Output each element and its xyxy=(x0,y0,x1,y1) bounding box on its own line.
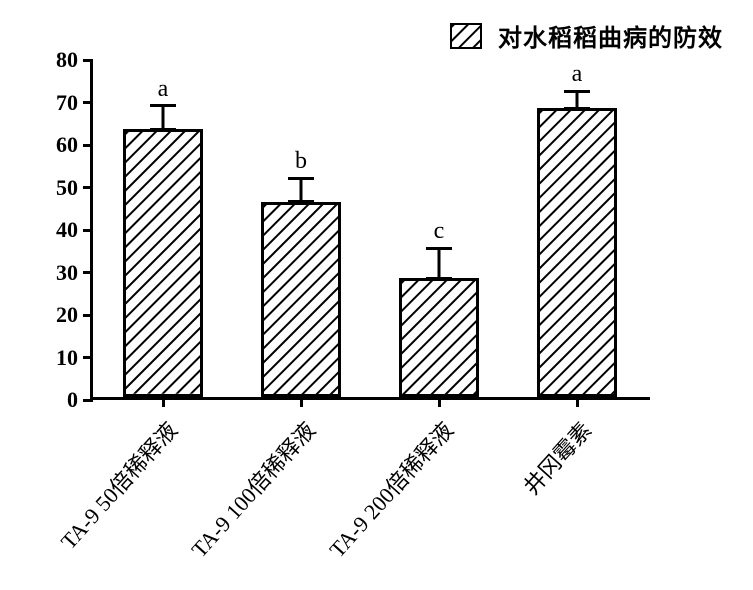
bar-slot: a xyxy=(123,57,203,397)
y-tick xyxy=(83,399,93,402)
x-tick xyxy=(162,397,165,407)
error-bar xyxy=(438,248,441,278)
y-tick xyxy=(83,186,93,189)
error-cap xyxy=(564,107,590,110)
y-tick-label: 10 xyxy=(28,345,78,371)
error-cap xyxy=(426,247,452,250)
error-bar xyxy=(576,91,579,108)
y-tick xyxy=(83,314,93,317)
x-tick-label: TA-9 50倍稀释液 xyxy=(26,414,184,584)
hatch-fill xyxy=(402,281,476,394)
x-tick-label: TA-9 100倍稀释液 xyxy=(164,414,322,584)
y-tick xyxy=(83,271,93,274)
significance-label: a xyxy=(123,76,203,103)
legend-swatch xyxy=(450,23,482,49)
chart-plot: abca 01020304050607080TA-9 50倍稀释液TA-9 10… xyxy=(90,60,650,400)
x-tick xyxy=(300,397,303,407)
error-bar xyxy=(300,178,303,201)
y-tick xyxy=(83,144,93,147)
x-tick xyxy=(438,397,441,407)
plot-area: a b c a xyxy=(90,60,650,400)
x-tick-label: 井冈霉素 xyxy=(440,414,598,584)
y-tick xyxy=(83,229,93,232)
x-tick xyxy=(576,397,579,407)
significance-label: b xyxy=(261,148,341,175)
y-tick-label: 40 xyxy=(28,217,78,243)
hatch-fill xyxy=(126,132,200,394)
y-tick-label: 80 xyxy=(28,47,78,73)
legend-label: 对水稻稻曲病的防效 xyxy=(498,18,723,53)
y-tick-label: 70 xyxy=(28,90,78,116)
bar xyxy=(399,278,479,397)
error-cap xyxy=(288,200,314,203)
y-tick xyxy=(83,356,93,359)
bar xyxy=(123,129,203,397)
legend: 对水稻稻曲病的防效 xyxy=(450,18,723,53)
error-cap xyxy=(564,90,590,93)
bar xyxy=(537,108,617,397)
bar-slot: a xyxy=(537,57,617,397)
y-tick-label: 50 xyxy=(28,175,78,201)
chart-container: 对水稻稻曲病的防效 a b c a 0 10 20 30 40 50 60 70 80 TA-9 50倍… xyxy=(0,0,753,590)
error-cap xyxy=(150,104,176,107)
y-tick-label: 20 xyxy=(28,302,78,328)
bar xyxy=(261,202,341,398)
error-cap xyxy=(288,177,314,180)
bar-slot: b xyxy=(261,57,341,397)
significance-label: a xyxy=(537,61,617,88)
y-tick-label: 0 xyxy=(28,387,78,413)
error-cap xyxy=(150,128,176,131)
error-bar xyxy=(162,106,165,129)
error-cap xyxy=(426,277,452,280)
y-tick-label: 30 xyxy=(28,260,78,286)
hatch-fill xyxy=(540,111,614,394)
bar-slot: c xyxy=(399,57,479,397)
hatch-fill xyxy=(264,205,338,395)
y-tick-label: 60 xyxy=(28,132,78,158)
significance-label: c xyxy=(399,218,479,245)
y-tick xyxy=(83,101,93,104)
x-tick-label: TA-9 200倍稀释液 xyxy=(302,414,460,584)
y-tick xyxy=(83,59,93,62)
hatch-pattern-icon xyxy=(452,25,480,47)
